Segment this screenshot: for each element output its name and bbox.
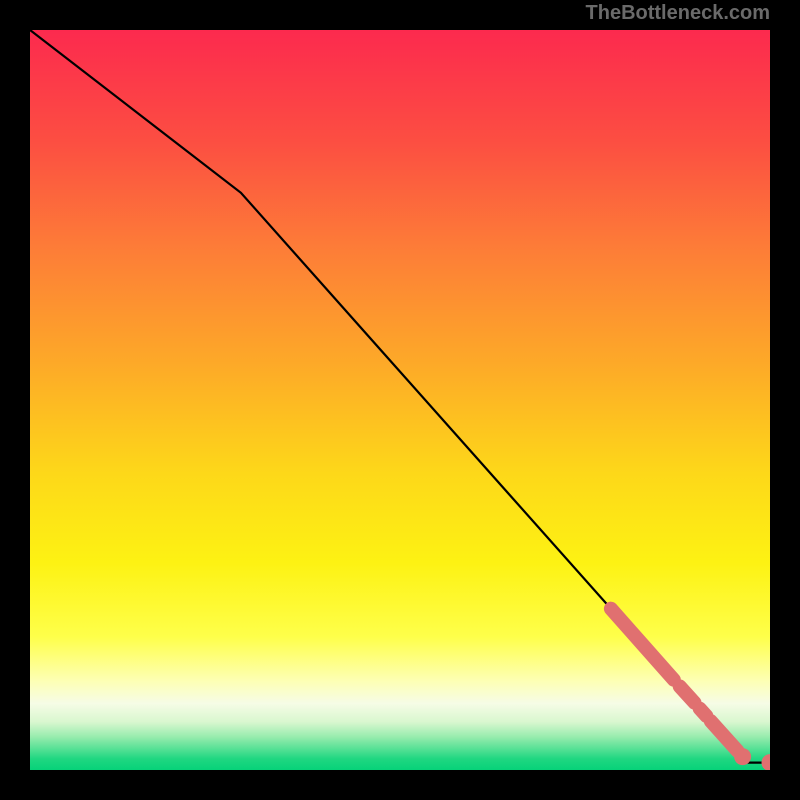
- chart-panel: [30, 30, 770, 770]
- marker-segment: [700, 709, 707, 716]
- chart-svg: [30, 30, 770, 770]
- watermark-text: TheBottleneck.com: [586, 2, 770, 25]
- marker-dot: [734, 748, 751, 765]
